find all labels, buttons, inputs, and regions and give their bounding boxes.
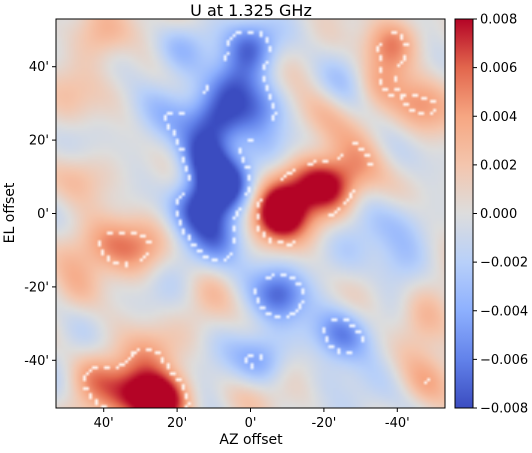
x-tick-label: 20' <box>167 416 187 431</box>
colorbar-gradient <box>454 18 474 409</box>
x-tick-label: -20' <box>311 416 336 431</box>
x-tick-label: 0' <box>245 416 257 431</box>
contour-overlay <box>56 19 445 408</box>
heatmap <box>55 18 446 409</box>
x-tick-label: 40' <box>94 416 114 431</box>
colorbar-tick-label: 0.006 <box>480 61 517 76</box>
colorbar-tick-label: 0.008 <box>480 13 517 28</box>
colorbar-tick-label: −0.008 <box>480 402 528 417</box>
colorbar-tick-label: 0.002 <box>480 158 517 173</box>
y-tick-label: -40' <box>24 354 49 369</box>
x-axis-ticks: 40' 20' 0' -20' -40' <box>94 408 410 431</box>
colorbar-tick-label: −0.004 <box>480 304 528 319</box>
colorbar-tick-label: −0.006 <box>480 353 528 368</box>
y-tick-label: 40' <box>29 60 49 75</box>
colorbar-tick-label: 0.000 <box>480 207 517 222</box>
y-tick-label: -20' <box>24 280 49 295</box>
y-axis-ticks: 40' 20' 0' -20' -40' <box>24 60 56 369</box>
chart-title: U at 1.325 GHz <box>190 1 312 20</box>
x-tick-label: -40' <box>385 416 410 431</box>
colorbar-tick-label: 0.004 <box>480 110 517 125</box>
colorbar-ticks: 0.008 0.006 0.004 0.002 0.000 −0.002 −0.004 −0.… <box>473 13 528 417</box>
x-axis-label: AZ offset <box>219 432 283 448</box>
colorbar: 0.008 0.006 0.004 0.002 0.000 −0.002 −0.004 −0.… <box>454 13 528 417</box>
y-tick-label: 20' <box>29 134 49 149</box>
colorbar-tick-label: −0.002 <box>480 256 528 271</box>
y-tick-label: 0' <box>37 207 49 222</box>
y-axis-label: EL offset <box>2 182 18 243</box>
